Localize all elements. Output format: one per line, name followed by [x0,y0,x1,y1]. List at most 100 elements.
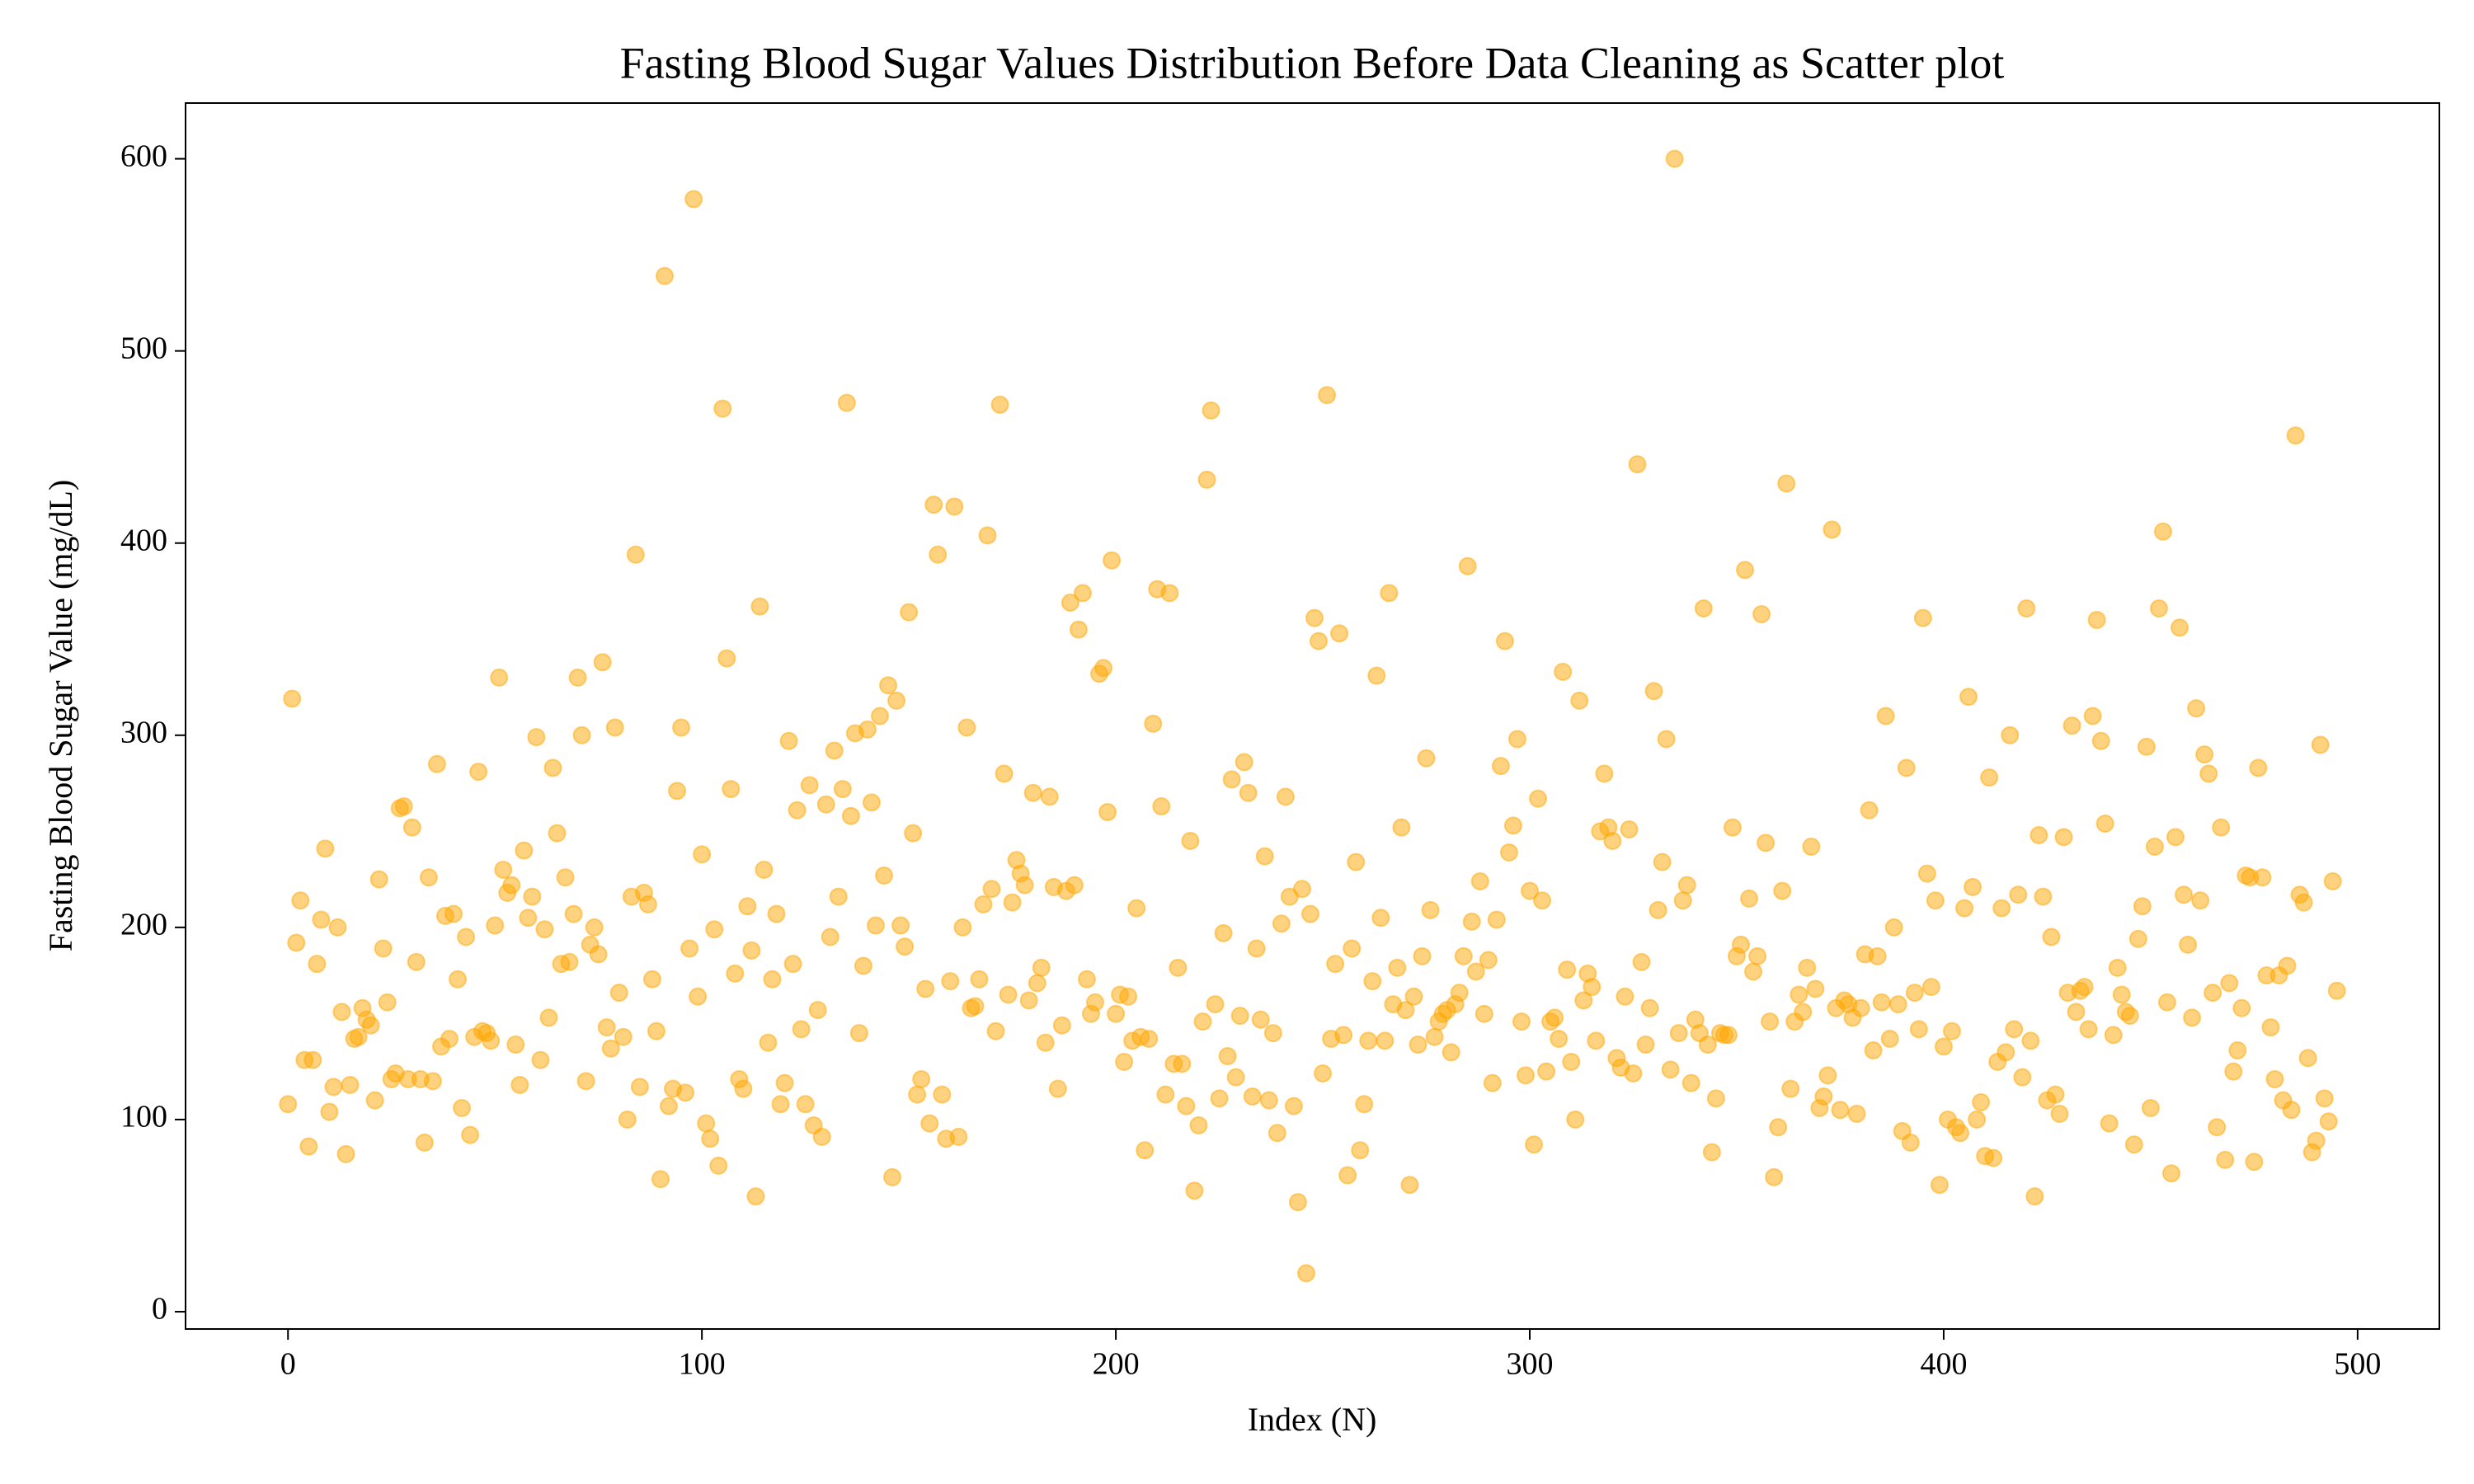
point [651,1170,670,1189]
point [858,720,877,739]
point [407,952,426,971]
point [1997,1043,2015,1062]
point [866,916,885,935]
point [2212,818,2231,837]
point [1036,1033,1055,1052]
point [900,603,919,622]
point [453,1098,472,1117]
point [415,1133,434,1152]
point [1665,149,1684,168]
point [767,904,786,923]
point [1872,993,1891,1012]
y-tick-label: 0 [152,1292,167,1327]
point [841,806,860,825]
point [1371,909,1390,928]
point [291,891,310,910]
point [618,1110,637,1129]
point [1023,783,1042,802]
point [2311,735,2330,754]
point [1169,958,1188,977]
point [593,653,612,672]
point [1673,891,1692,910]
point [2149,599,2168,618]
point [734,1079,753,1098]
point [1351,1141,1370,1160]
point [2298,1049,2317,1068]
point [779,731,798,750]
point [1636,1036,1655,1054]
point [402,818,421,837]
point [2120,1007,2139,1026]
point [1061,593,1079,612]
point [1545,1008,1564,1027]
point [916,979,935,998]
point [531,1050,550,1069]
point [941,972,960,991]
point [1326,955,1345,974]
point [862,793,881,812]
point [1218,1047,1237,1066]
point [1107,1004,1126,1023]
point [1222,770,1241,789]
point [1942,1021,1961,1040]
point [668,782,687,801]
point [1516,1066,1535,1085]
point [912,1070,931,1089]
point [1376,1031,1395,1050]
point [374,939,393,958]
point [1425,1027,1444,1046]
point [1442,1043,1460,1062]
point [920,1114,939,1133]
point [642,970,661,989]
point [2249,758,2268,777]
point [601,1039,620,1058]
point [461,1125,480,1144]
point [1052,1016,1071,1035]
point [1913,608,1932,627]
point [1880,1030,1899,1049]
point [1562,1053,1581,1072]
point [829,887,848,906]
point [1462,912,1481,931]
point [2319,1112,2338,1131]
point [427,754,446,773]
point [2245,1153,2264,1172]
point [1119,987,1138,1006]
point [1458,556,1477,575]
point [1868,946,1887,965]
point [1951,1124,1970,1143]
point [2253,868,2272,887]
point [423,1072,442,1091]
point [2075,978,2094,997]
point [1525,1135,1544,1154]
point [1181,831,1200,850]
point [660,1097,679,1115]
point [2030,826,2048,845]
x-tick-label: 500 [2334,1347,2381,1382]
point [763,970,782,989]
point [1669,1024,1688,1043]
point [469,763,488,782]
point [1773,881,1792,900]
point [800,776,819,795]
point [1343,939,1362,958]
point [1019,991,1038,1010]
point [1069,620,1088,639]
point [585,918,604,937]
plot-frame [185,102,2440,1330]
point [2220,974,2239,993]
point [614,1027,633,1046]
x-tick-label: 0 [280,1347,296,1382]
point [1909,1020,1928,1039]
point [548,824,567,843]
point [1864,1041,1883,1060]
point [1156,1085,1175,1104]
point [482,1031,501,1050]
point [597,1018,616,1037]
point [1495,632,1514,650]
point [2001,726,2020,744]
point [2079,1020,2098,1039]
point [502,876,521,895]
point [1694,599,1713,618]
